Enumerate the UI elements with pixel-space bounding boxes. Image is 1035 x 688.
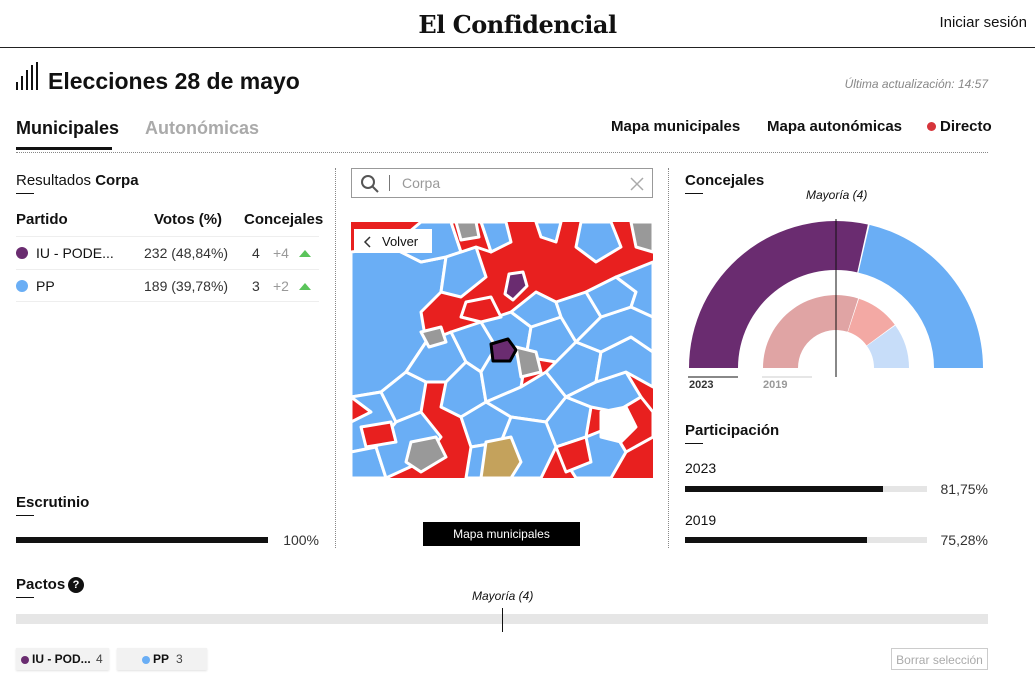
section-rule [685, 193, 703, 194]
tabs-divider [16, 152, 988, 153]
seat-arc-2019 [866, 325, 909, 368]
search-icon [361, 175, 379, 193]
active-tab-indicator [16, 147, 112, 150]
masthead [0, 0, 1035, 48]
tab-municipales[interactable]: Municipales [16, 118, 120, 138]
login-link[interactable]: Iniciar sesión [939, 14, 1027, 31]
year-label-2019: 2019 [763, 379, 788, 391]
pacts-majority-marker [502, 608, 503, 632]
last-updated: Última actualización: 14:57 [844, 77, 988, 91]
tab-autonomicas[interactable]: Autonómicas [145, 118, 260, 138]
seat-arc-2023 [858, 224, 983, 368]
municipality-search[interactable] [351, 168, 653, 198]
seat-arc-2019 [763, 295, 859, 368]
column-divider [668, 168, 669, 548]
party-seats: 4 [252, 245, 260, 261]
live-dot-icon [927, 121, 936, 131]
results-title: Resultados Corpa [16, 172, 139, 189]
party-color-dot [142, 656, 150, 664]
section-rule [685, 443, 703, 444]
pact-chip[interactable]: PP 3 [117, 648, 207, 670]
page-title: Elecciones 28 de mayo [48, 68, 300, 94]
live-link[interactable]: Directo [927, 118, 992, 135]
clear-selection-button: Borrar selección [891, 648, 988, 670]
bar-chart-icon [16, 62, 38, 90]
seats-2019-arcs [763, 295, 909, 368]
results-row[interactable]: IU - PODE... 232 (48,84%) 4 +4 [16, 236, 319, 269]
section-rule [16, 597, 34, 598]
col-header-votes: Votos (%) [154, 211, 223, 228]
municipal-map[interactable] [351, 222, 653, 478]
participation-value: 81,75% [940, 481, 988, 497]
party-name: IU - PODE... [36, 245, 114, 261]
results-row[interactable]: PP 189 (39,78%) 3 +2 [16, 269, 319, 302]
scrutiny-value: 100% [283, 532, 319, 548]
results-municipality: Corpa [95, 172, 139, 189]
year-label-2023: 2023 [689, 379, 714, 391]
results-title-prefix: Resultados [16, 172, 92, 189]
majority-label: Mayoría (4) [806, 188, 868, 202]
section-rule [16, 515, 34, 516]
chip-seats: 3 [176, 652, 183, 666]
party-color-dot [21, 656, 29, 664]
pacts-majority-label: Mayoría (4) [472, 589, 534, 603]
participation-value: 75,28% [940, 532, 988, 548]
participation-fill [685, 537, 868, 543]
help-icon[interactable]: ? [68, 577, 84, 593]
participation-track [685, 486, 927, 492]
trend-up-icon [299, 283, 311, 290]
seat-arc-2023 [689, 221, 868, 368]
seats-chart [688, 219, 983, 378]
party-color-dot [16, 247, 28, 259]
party-color-dot [16, 280, 28, 292]
scrutiny-title: Escrutinio [16, 494, 90, 511]
col-header-party: Partido [16, 211, 68, 228]
trend-up-icon [299, 250, 311, 257]
section-rule [16, 193, 34, 194]
participation-year: 2019 [685, 512, 717, 528]
live-label: Directo [940, 118, 992, 135]
back-button[interactable]: Volver [354, 229, 432, 253]
seats-2023-arcs [689, 221, 983, 368]
back-label: Volver [382, 234, 419, 249]
col-header-seats: Concejales [244, 211, 324, 228]
participation-track [685, 537, 927, 543]
chevron-left-icon [363, 236, 371, 248]
pacts-title: Pactos [16, 576, 66, 593]
party-votes: 232 (48,84%) [144, 245, 229, 261]
pact-chip[interactable]: IU - POD... 4 [16, 648, 109, 670]
scrutiny-progress-track [16, 537, 268, 543]
regional-map-link[interactable]: Mapa autonómicas [767, 118, 903, 135]
party-name: PP [36, 278, 55, 294]
search-input[interactable] [402, 173, 622, 193]
participation-fill [685, 486, 883, 492]
chip-party-name: IU - POD... [32, 652, 91, 666]
chip-seats: 4 [96, 652, 103, 666]
seat-arc-2019 [847, 298, 895, 346]
party-seats: 3 [252, 278, 260, 294]
party-seat-diff: +2 [273, 278, 289, 294]
scrutiny-progress-fill [16, 537, 268, 543]
participation-title: Participación [685, 422, 780, 439]
municipal-map-button[interactable]: Mapa municipales [423, 522, 580, 546]
municipal-map-link[interactable]: Mapa municipales [611, 118, 741, 135]
site-logo[interactable]: El Confidencial [418, 10, 617, 39]
councillors-title: Concejales [685, 172, 765, 189]
column-divider [335, 168, 336, 548]
search-separator [389, 175, 390, 191]
clear-search-icon[interactable] [630, 177, 644, 191]
chip-party-name: PP [153, 652, 170, 666]
participation-year: 2023 [685, 460, 717, 476]
party-votes: 189 (39,78%) [144, 278, 229, 294]
party-seat-diff: +4 [273, 245, 289, 261]
